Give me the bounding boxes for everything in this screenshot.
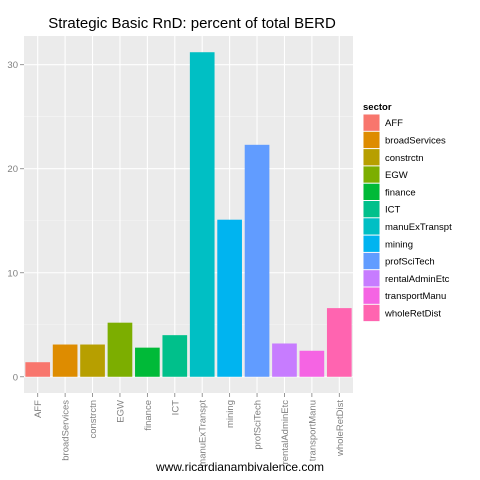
legend-swatch-EGW [363,166,380,183]
legend-label: constrctn [385,153,424,164]
x-tick-label: profSciTech [253,400,264,450]
y-tick-label: 0 [13,372,18,383]
y-tick-label: 30 [7,60,18,71]
x-axis: AFF broadServices constrctn EGW finance ICT ma… [33,393,346,467]
legend-swatch-ICT [363,201,380,218]
legend-label: profSciTech [385,257,435,268]
legend-swatch-wholeRetDist [363,304,380,322]
legend-label: AFF [385,118,403,129]
legend-swatch-finance [363,183,380,200]
legend-label: EGW [385,170,408,181]
bar-manuExTranspt [189,52,215,377]
bars [25,52,352,377]
legend-swatch-broadServices [363,131,380,149]
bar-ICT [162,335,188,377]
x-tick-label: finance [143,400,154,431]
y-axis: 0 10 20 30 [7,60,24,383]
plot-panel [24,36,353,393]
x-tick-label: constrctn [88,400,99,439]
legend-label: finance [385,187,416,198]
bar-broadServices [52,344,78,377]
x-tick-label: broadServices [61,400,72,461]
legend-title: sector [363,102,392,113]
bar-AFF [25,362,51,377]
bar-profSciTech [244,144,270,377]
legend-label: rentalAdminEtc [385,274,450,285]
bar-finance [135,347,160,377]
legend-label: wholeRetDist [384,308,441,319]
legend-swatch-manuExTranspt [363,218,380,235]
bar-wholeRetDist [326,308,352,377]
minor-gridlines [24,116,353,326]
bar-rentalAdminEtc [272,343,297,377]
x-tick-label: mining [225,400,236,428]
x-tick-label: manuExTranspt [198,400,209,467]
legend-label: transportManu [385,291,446,302]
bar-EGW [107,322,133,377]
legend-swatch-rentalAdminEtc [363,270,380,287]
bar-mining [217,219,242,377]
legend-label: manuExTranspt [385,222,452,233]
legend-swatch-AFF [363,114,380,131]
site-caption: www.ricardianambivalence.com [155,460,324,474]
legend-items: AFF broadServices constrctn EGW finance ICT ma… [362,113,452,322]
y-tick-label: 20 [7,164,18,175]
x-tick-label: AFF [33,400,44,418]
legend-swatch-profSciTech [363,252,380,270]
x-tick-label: wholeRetDist [335,400,346,457]
x-tick-label: ICT [170,400,181,416]
legend-swatch-constrctn [363,149,380,166]
bar-constrctn [80,344,105,377]
y-tick-label: 10 [7,268,18,279]
legend: sector AFF broadServices constrctn EGW finan… [362,102,452,322]
x-tick-label: transportManu [307,400,318,461]
chart-title: Strategic Basic RnD: percent of total BE… [48,15,336,32]
legend-swatch-transportManu [363,287,380,304]
legend-label: mining [385,239,413,250]
bar-transportManu [299,350,325,377]
legend-label: ICT [385,205,401,216]
legend-label: broadServices [385,135,446,146]
legend-swatch-mining [363,235,380,252]
x-tick-label: EGW [115,400,126,423]
x-tick-label: rentalAdminEtc [280,400,291,465]
